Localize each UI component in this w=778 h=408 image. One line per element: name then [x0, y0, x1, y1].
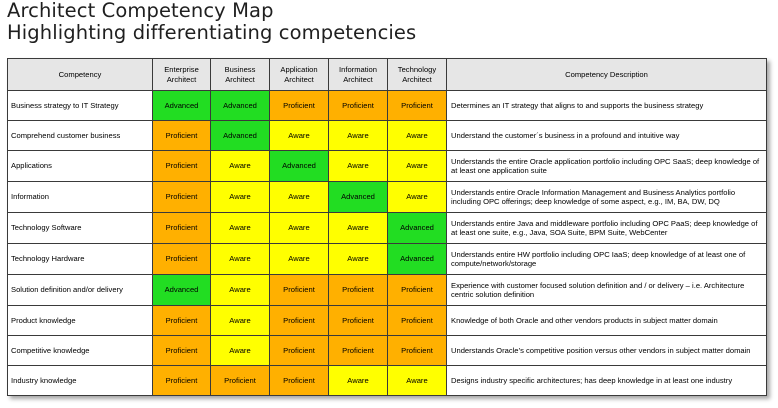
level-cell: Proficient: [328, 305, 388, 336]
level-cell: Proficient: [152, 305, 211, 336]
table-row: Solution definition and/or delivery Advan…: [7, 274, 767, 306]
competency-name: Information: [7, 181, 153, 213]
level-cell: Aware: [269, 243, 329, 275]
page-subtitle: Highlighting differentiating competencie…: [7, 21, 417, 44]
table-row: Technology Software Proficient Aware Aware A…: [7, 212, 767, 244]
header-role: Application Architect: [269, 58, 329, 91]
level-cell: Advanced: [152, 274, 211, 306]
level-cell: Aware: [210, 305, 270, 336]
level-cell: Proficient: [269, 274, 329, 306]
level-cell: Proficient: [152, 365, 211, 396]
competency-description: Understands the entire Oracle applicatio…: [446, 150, 767, 182]
table-row: Business strategy to IT Strategy Advanced…: [7, 90, 767, 121]
competency-description: Experience with customer focused solutio…: [446, 274, 767, 306]
level-cell: Proficient: [387, 90, 447, 121]
table-row: Technology Hardware Proficient Aware Aware A…: [7, 243, 767, 275]
table-row: Competitive knowledge Proficient Aware Prof…: [7, 335, 767, 366]
competency-name: Solution definition and/or delivery: [7, 274, 153, 306]
header-row: Competency Enterprise Architect Business…: [7, 58, 767, 91]
level-cell: Aware: [269, 120, 329, 151]
competency-name: Comprehend customer business: [7, 120, 153, 151]
level-cell: Aware: [387, 365, 447, 396]
competency-description: Understands Oracle’s competitive positio…: [446, 335, 767, 366]
level-cell: Aware: [328, 212, 388, 244]
competency-description: Determines an IT strategy that aligns to…: [446, 90, 767, 121]
title-block: Architect Competency Map Highlighting di…: [7, 0, 416, 44]
header-role: Enterprise Architect: [152, 58, 211, 91]
competency-name: Applications: [7, 150, 153, 182]
level-cell: Advanced: [152, 90, 211, 121]
competency-name: Technology Software: [7, 212, 153, 244]
header-role: Technology Architect: [387, 58, 447, 91]
level-cell: Proficient: [387, 335, 447, 366]
level-cell: Advanced: [387, 243, 447, 275]
competency-description: Understands entire Java and middleware p…: [446, 212, 767, 244]
competency-matrix: Competency Enterprise Architect Business…: [7, 58, 767, 396]
level-cell: Aware: [387, 150, 447, 182]
competency-name: Business strategy to IT Strategy: [7, 90, 153, 121]
level-cell: Aware: [210, 181, 270, 213]
competency-name: Product knowledge: [7, 305, 153, 336]
header-competency: Competency: [7, 58, 153, 91]
level-cell: Aware: [210, 335, 270, 366]
level-cell: Advanced: [269, 150, 329, 182]
level-cell: Aware: [210, 274, 270, 306]
level-cell: Advanced: [387, 212, 447, 244]
level-cell: Aware: [328, 120, 388, 151]
header-role: Information Architect: [328, 58, 388, 91]
level-cell: Aware: [269, 181, 329, 213]
level-cell: Proficient: [152, 212, 211, 244]
competency-name: Competitive knowledge: [7, 335, 153, 366]
matrix-body: Business strategy to IT Strategy Advanced…: [7, 90, 767, 396]
level-cell: Aware: [328, 243, 388, 275]
level-cell: Proficient: [152, 335, 211, 366]
level-cell: Proficient: [328, 90, 388, 121]
level-cell: Aware: [269, 212, 329, 244]
level-cell: Aware: [387, 120, 447, 151]
header-role: Business Architect: [210, 58, 270, 91]
level-cell: Aware: [387, 181, 447, 213]
level-cell: Aware: [210, 212, 270, 244]
table-row: Product knowledge Proficient Aware Proficie…: [7, 305, 767, 336]
level-cell: Proficient: [387, 274, 447, 306]
header-description: Competency Description: [446, 58, 767, 91]
level-cell: Proficient: [210, 365, 270, 396]
level-cell: Advanced: [210, 90, 270, 121]
level-cell: Proficient: [152, 120, 211, 151]
level-cell: Aware: [328, 150, 388, 182]
level-cell: Proficient: [328, 274, 388, 306]
level-cell: Proficient: [152, 243, 211, 275]
table-row: Information Proficient Aware Aware Advanced A…: [7, 181, 767, 213]
table-row: Applications Proficient Aware Advanced Aware…: [7, 150, 767, 182]
competency-name: Technology Hardware: [7, 243, 153, 275]
page-title: Architect Competency Map: [7, 0, 274, 22]
level-cell: Aware: [210, 150, 270, 182]
competency-description: Understands entire Oracle Information Ma…: [446, 181, 767, 213]
competency-description: Knowledge of both Oracle and other vendo…: [446, 305, 767, 336]
table-row: Industry knowledge Proficient Proficient Pr…: [7, 365, 767, 396]
table-row: Comprehend customer business Proficient Ad…: [7, 120, 767, 151]
competency-description: Designs industry specific architectures;…: [446, 365, 767, 396]
level-cell: Aware: [328, 365, 388, 396]
level-cell: Advanced: [328, 181, 388, 213]
level-cell: Aware: [210, 243, 270, 275]
competency-description: Understands entire HW portfolio includin…: [446, 243, 767, 275]
level-cell: Proficient: [387, 305, 447, 336]
competency-name: Industry knowledge: [7, 365, 153, 396]
level-cell: Proficient: [269, 335, 329, 366]
level-cell: Proficient: [269, 305, 329, 336]
level-cell: Proficient: [269, 90, 329, 121]
level-cell: Proficient: [269, 365, 329, 396]
level-cell: Proficient: [152, 150, 211, 182]
level-cell: Proficient: [152, 181, 211, 213]
level-cell: Advanced: [210, 120, 270, 151]
competency-description: Understand the customer´s business in a …: [446, 120, 767, 151]
level-cell: Proficient: [328, 335, 388, 366]
